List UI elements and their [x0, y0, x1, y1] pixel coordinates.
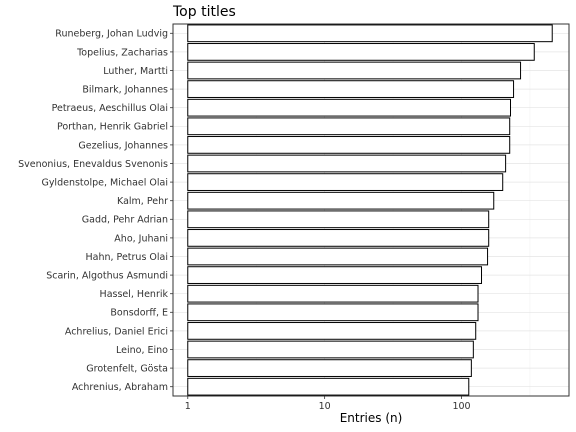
bar — [187, 191, 495, 210]
category-label: Porthan, Henrik Gabriel — [57, 122, 168, 133]
category-label: Aho, Juhani — [114, 233, 168, 244]
bar — [187, 61, 522, 80]
category-labels: Runeberg, Johan Ludvig Topelius, Zacharia… — [18, 29, 173, 393]
bar — [187, 173, 504, 191]
category-label: Luther, Martti — [103, 66, 168, 77]
category-label: Topelius, Zacharias — [76, 47, 168, 58]
category-label: Kalm, Pehr — [117, 196, 168, 207]
category-label: Grotenfelt, Gösta — [86, 364, 168, 375]
bar — [187, 80, 515, 98]
bar — [187, 377, 470, 396]
bar — [187, 136, 511, 154]
bar — [187, 154, 507, 173]
bar — [187, 43, 535, 61]
category-label: Gezelius, Johannes — [78, 140, 168, 151]
chart-title: Top titles — [172, 4, 236, 20]
bar — [187, 24, 553, 43]
plot-panel — [172, 23, 570, 397]
category-label: Hahn, Petrus Olai — [86, 252, 168, 263]
category-label: Hassel, Henrik — [100, 289, 169, 300]
category-label: Petraeus, Aeschillus Olai — [52, 103, 168, 114]
x-tick-label: 100 — [452, 401, 470, 412]
category-label: Achrelius, Daniel Erici — [65, 326, 168, 337]
bar — [187, 266, 483, 284]
category-label: Gyldenstolpe, Michael Olai — [41, 178, 168, 189]
bars — [187, 24, 553, 396]
bar — [187, 98, 512, 117]
category-label: Scarin, Algothus Asmundi — [46, 271, 168, 282]
x-tick-label: 1 — [185, 401, 191, 412]
category-label: Bilmark, Johannes — [82, 85, 168, 96]
bar — [187, 229, 490, 247]
x-axis-ticks: 1 10 100 — [185, 396, 471, 412]
x-axis-title: Entries (n) — [340, 411, 403, 425]
bar — [187, 303, 479, 322]
bar — [187, 359, 472, 377]
category-label: Leino, Eino — [116, 345, 168, 356]
bar — [187, 247, 489, 266]
bar — [187, 284, 479, 303]
grid — [173, 24, 569, 396]
category-label: Gadd, Pehr Adrian — [82, 215, 168, 226]
bar — [187, 322, 477, 340]
category-label: Svenonius, Enevaldus Svenonis — [18, 159, 168, 170]
bar — [187, 117, 511, 136]
category-label: Bonsdorff, E — [110, 308, 168, 319]
category-label: Runeberg, Johan Ludvig — [55, 29, 168, 40]
bar — [187, 210, 490, 229]
x-tick-label: 10 — [319, 401, 331, 412]
bar — [187, 340, 474, 359]
category-label: Achrenius, Abraham — [72, 382, 168, 393]
